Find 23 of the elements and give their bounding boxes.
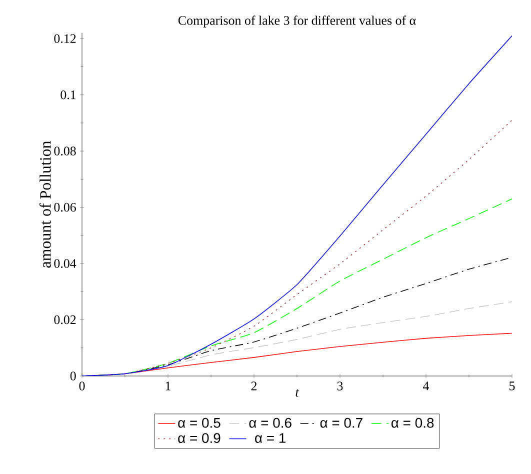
legend-label: α = 0.7 [320,418,362,428]
x-tick-label: 5 [510,382,515,390]
legend-label: α = 1 [255,433,286,443]
x-tick-label: 4 [423,382,430,390]
legend-label: α = 0.6 [249,418,292,428]
y-tick-label: 0 [70,372,76,380]
legend-label: α = 0.8 [391,418,434,428]
line-series [82,35,512,376]
x-tick-label: 3 [337,382,343,390]
x-axis-title: t [296,389,300,397]
legend-label: α = 0.9 [178,433,220,444]
x-tick-label: 1 [166,382,170,390]
y-tick-label: 0.08 [54,146,76,156]
y-tick-label: 0.1 [60,90,76,100]
y-tick-label: 0.04 [54,259,76,268]
y-tick-label: 0.12 [54,34,76,44]
y-tick-label: 0.02 [54,315,76,324]
y-tick-label: 0.06 [54,202,76,212]
x-tick-label: 0 [79,382,85,390]
chart-title: Comparison of lake 3 for different values of α [178,16,416,28]
x-tick-label: 2 [251,382,257,390]
y-axis-title: amount of Pollution [39,140,51,268]
legend-label: α = 0.5 [178,418,220,428]
